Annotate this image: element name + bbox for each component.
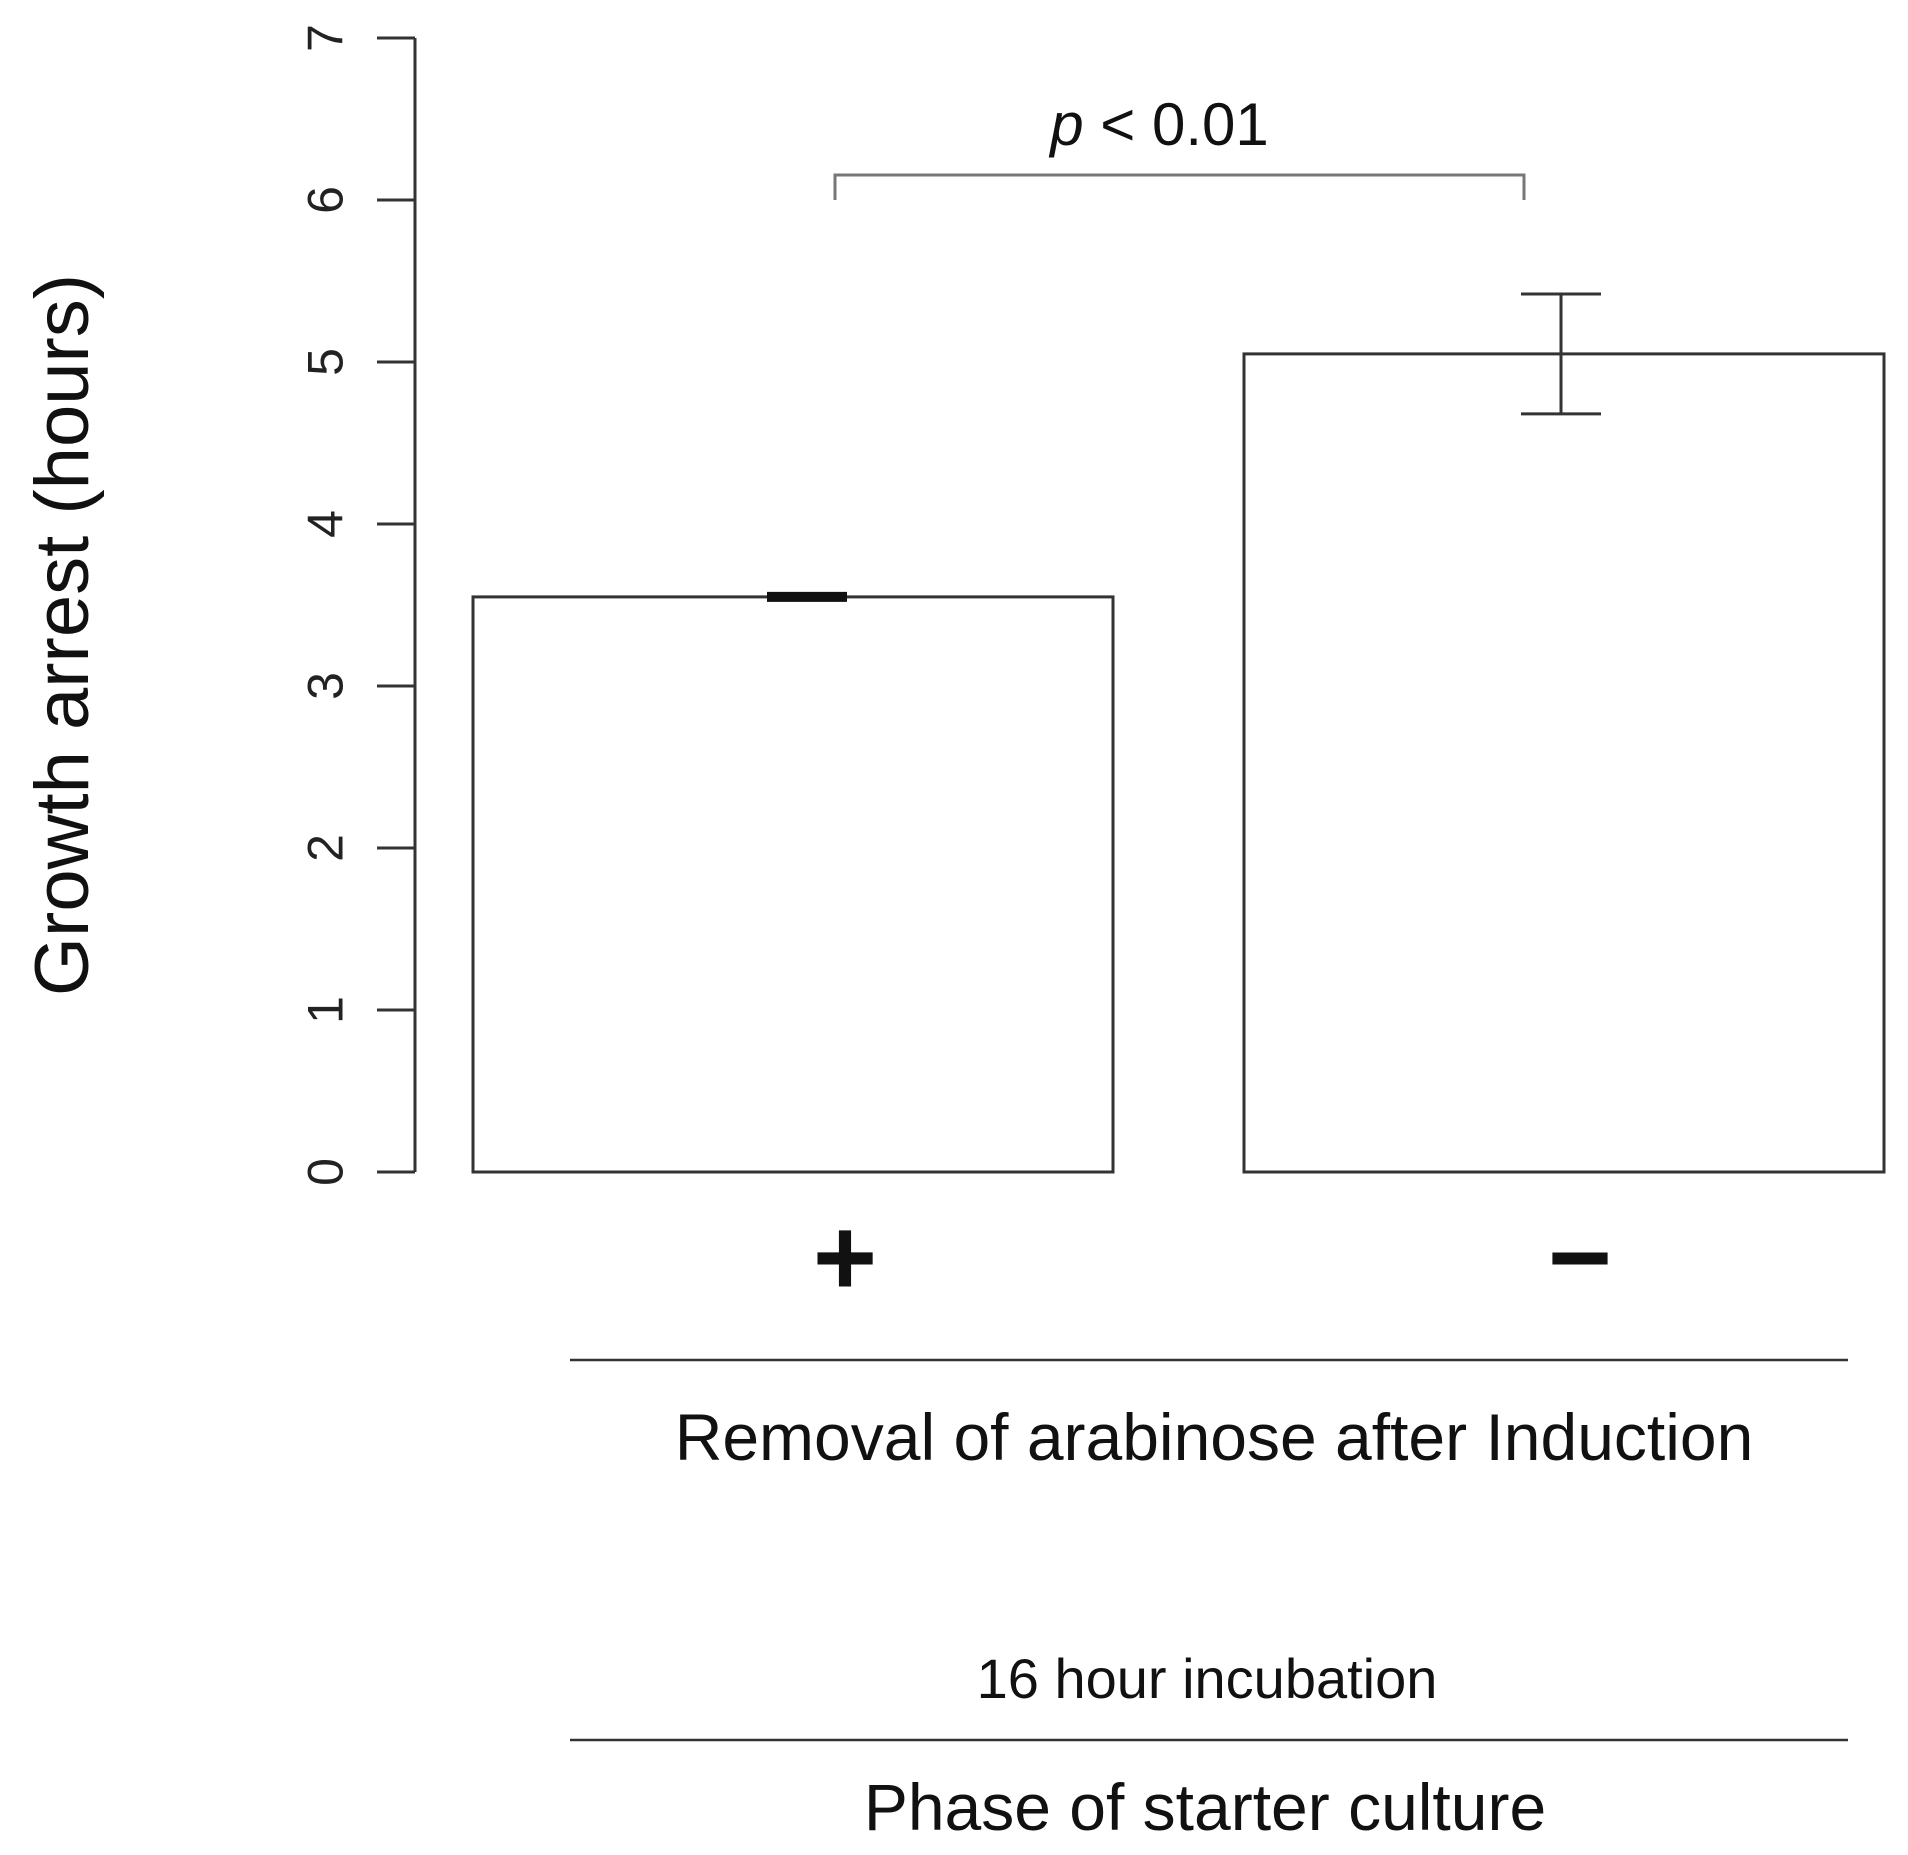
significance-annotation: p < 0.01	[833, 91, 1526, 200]
category-labels: + −	[813, 1196, 1612, 1319]
y-axis-title: Growth arrest (hours)	[20, 274, 105, 996]
y-tick-label: 1	[298, 996, 354, 1024]
bar	[1242, 352, 1886, 1174]
bar	[471, 595, 1115, 1174]
category-label: −	[1548, 1196, 1612, 1319]
category-label: +	[813, 1196, 877, 1319]
bars-group	[471, 352, 1886, 1174]
significance-bracket	[833, 173, 1526, 200]
y-tick-label: 6	[298, 186, 354, 214]
y-tick-label: 7	[298, 24, 354, 52]
phase-label: Phase of starter culture	[864, 1770, 1546, 1844]
y-tick-label: 5	[298, 348, 354, 376]
p-symbol: p	[1048, 91, 1083, 158]
y-tick-label: 0	[298, 1158, 354, 1186]
y-axis: 0 1 2 3 4 5 6 7	[298, 24, 417, 1186]
group-label: Removal of arabinose after Induction	[675, 1400, 1754, 1474]
y-tick-label: 3	[298, 672, 354, 700]
y-tick-label: 4	[298, 510, 354, 538]
y-tick-label: 2	[298, 834, 354, 862]
p-value: < 0.01	[1084, 91, 1269, 158]
error-bars-group	[767, 292, 1601, 602]
incubation-label: 16 hour incubation	[977, 1647, 1438, 1710]
significance-label: p < 0.01	[1048, 91, 1269, 158]
